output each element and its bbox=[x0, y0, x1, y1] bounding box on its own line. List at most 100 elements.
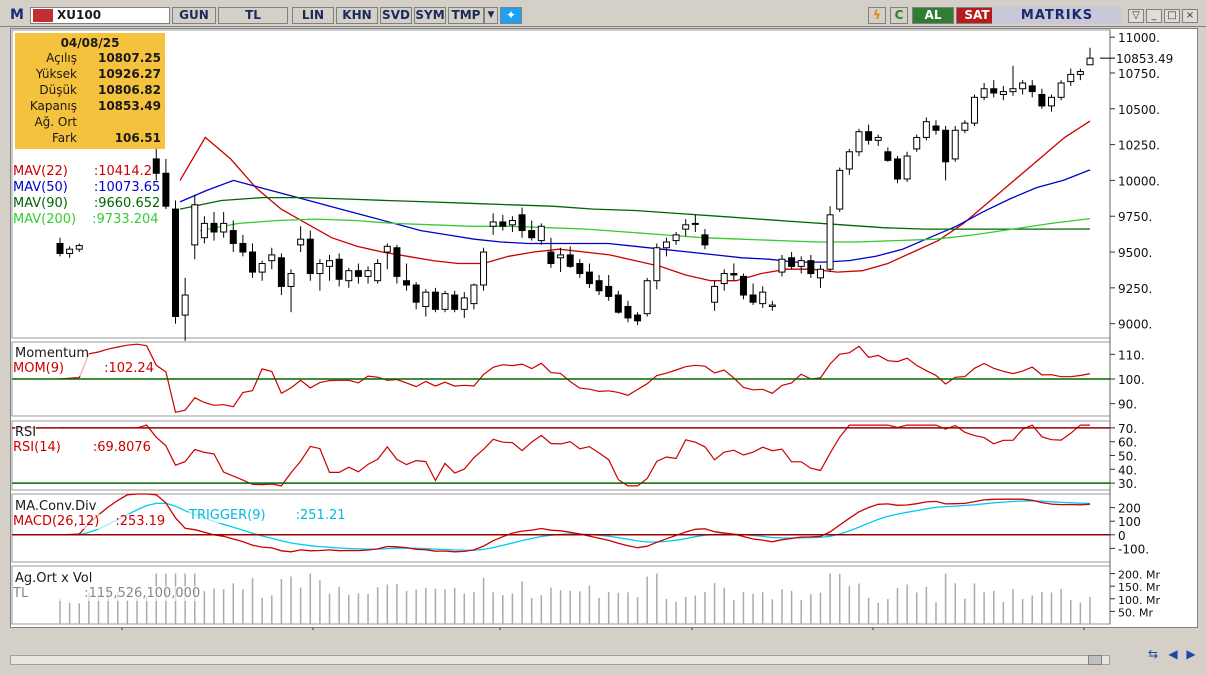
legend-mom-value: :102.24 bbox=[104, 361, 154, 376]
momentum-line bbox=[59, 343, 1091, 414]
legend-mav50-label: MAV(50) bbox=[13, 180, 68, 195]
candle-up bbox=[711, 285, 719, 303]
candle-down bbox=[277, 257, 285, 287]
candle-down bbox=[730, 273, 738, 276]
arrow-left-icon[interactable]: ◀ bbox=[1168, 647, 1178, 661]
candle-down bbox=[634, 314, 642, 322]
dropdown-icon[interactable]: ▽ bbox=[1128, 9, 1144, 23]
candle-up bbox=[662, 241, 670, 249]
symbol-field[interactable]: XU100 bbox=[30, 7, 170, 24]
macd-tick-label: -100. bbox=[1118, 542, 1149, 556]
momentum-tick-label: 90. bbox=[1118, 398, 1137, 412]
candle-up bbox=[268, 254, 276, 262]
candle-up bbox=[778, 258, 786, 273]
rsi-tick-label: 30. bbox=[1118, 477, 1137, 491]
candle-up bbox=[922, 121, 930, 138]
info-diff-value: 106.51 bbox=[114, 131, 161, 145]
info-open-label: Açılış bbox=[46, 51, 77, 65]
candle-up bbox=[874, 136, 882, 141]
macd-tick-label: 0 bbox=[1118, 529, 1126, 543]
candle-down bbox=[354, 270, 362, 277]
info-high-value: 10926.27 bbox=[97, 67, 161, 81]
rsi-tick-label: 70. bbox=[1118, 422, 1137, 436]
scrollbar-thumb[interactable] bbox=[1088, 655, 1102, 665]
twitter-icon[interactable]: ✦ bbox=[500, 7, 522, 24]
legend-mav22-label: MAV(22) bbox=[13, 164, 68, 179]
candle-down bbox=[807, 260, 815, 275]
candle-down bbox=[547, 251, 555, 265]
candle-up bbox=[326, 260, 334, 267]
chart-area[interactable] bbox=[10, 28, 1198, 628]
maximize-icon[interactable]: □ bbox=[1164, 9, 1180, 23]
candle-up bbox=[200, 222, 208, 239]
candle-up bbox=[75, 245, 83, 250]
arrow-right-icon[interactable]: ▶ bbox=[1186, 647, 1196, 661]
dropdown-arrow-icon[interactable]: ▼ bbox=[484, 7, 498, 24]
lightning-icon[interactable]: ϟ bbox=[868, 7, 886, 24]
candle-up bbox=[951, 129, 959, 160]
candle-up bbox=[845, 151, 853, 170]
candle-down bbox=[865, 131, 873, 141]
candle-up bbox=[797, 260, 805, 267]
candle-down bbox=[701, 234, 709, 246]
candle-up bbox=[913, 136, 921, 150]
legend-mav200: MAV(200) :9733.204 bbox=[13, 212, 159, 227]
legend-mom: MOM(9):102.24 bbox=[13, 361, 154, 376]
legend-trigger: TRIGGER(9):251.21 bbox=[189, 508, 346, 523]
candle-down bbox=[566, 254, 574, 267]
legend-macd-label: MACD(26,12) bbox=[13, 514, 100, 529]
last-price-label: 10853.49 bbox=[1116, 52, 1173, 66]
momentum-title: Momentum bbox=[15, 346, 90, 361]
candle-down bbox=[393, 247, 401, 277]
legend-mav200-value: :9733.204 bbox=[92, 212, 159, 227]
candle-up bbox=[855, 131, 863, 153]
candle-down bbox=[749, 294, 757, 303]
legend-trigger-label: TRIGGER(9) bbox=[189, 508, 266, 523]
period-button[interactable]: GUN bbox=[172, 7, 216, 24]
macd-tick-label: 100 bbox=[1118, 515, 1141, 529]
candle-up bbox=[961, 122, 969, 131]
mav22-line bbox=[179, 120, 1091, 282]
currency-button[interactable]: TL bbox=[218, 7, 288, 24]
candle-down bbox=[884, 151, 892, 161]
buy-button[interactable]: AL bbox=[912, 7, 954, 24]
refresh-icon[interactable]: ⇆ bbox=[1147, 647, 1159, 661]
candle-up bbox=[220, 222, 228, 233]
rsi-tick-label: 50. bbox=[1118, 450, 1137, 464]
svd-button[interactable]: SVD bbox=[380, 7, 412, 24]
candle-up bbox=[1086, 57, 1094, 66]
candle-up bbox=[903, 155, 911, 180]
momentum-tick-label: 110. bbox=[1118, 348, 1145, 362]
info-low-label: Düşük bbox=[39, 83, 77, 97]
price-tick-label: 9000. bbox=[1118, 318, 1152, 332]
candle-down bbox=[990, 88, 998, 94]
candle-down bbox=[162, 172, 170, 207]
khn-button[interactable]: KHN bbox=[336, 7, 378, 24]
tmp-button[interactable]: TMP bbox=[448, 7, 484, 24]
candle-up bbox=[980, 88, 988, 98]
legend-macd: MACD(26,12):253.19 bbox=[13, 514, 166, 529]
legend-mav22: MAV(22):10414.2 bbox=[13, 164, 152, 179]
lin-button[interactable]: LIN bbox=[292, 7, 334, 24]
minimize-icon[interactable]: _ bbox=[1146, 9, 1162, 23]
close-icon[interactable]: × bbox=[1182, 9, 1198, 23]
legend-volume: TL:115,526,100,000 bbox=[13, 586, 201, 601]
candle-up bbox=[836, 169, 844, 210]
candle-down bbox=[518, 214, 526, 232]
candle-up bbox=[191, 204, 199, 246]
candle-down bbox=[932, 125, 940, 131]
candle-down bbox=[1038, 93, 1046, 107]
horizontal-scrollbar[interactable] bbox=[10, 655, 1110, 665]
candle-up bbox=[1009, 88, 1017, 93]
refresh-icon[interactable]: C bbox=[890, 7, 908, 24]
legend-mav200-label: MAV(200) bbox=[13, 212, 77, 227]
candle-up bbox=[1057, 82, 1065, 98]
candle-down bbox=[451, 294, 459, 310]
candle-up bbox=[682, 224, 690, 230]
candle-down bbox=[942, 129, 950, 163]
candle-down bbox=[431, 291, 439, 310]
candle-down bbox=[499, 221, 507, 227]
sym-button[interactable]: SYM bbox=[414, 7, 446, 24]
candle-down bbox=[893, 158, 901, 180]
volume-tick-label: 200. Mr bbox=[1118, 569, 1160, 582]
